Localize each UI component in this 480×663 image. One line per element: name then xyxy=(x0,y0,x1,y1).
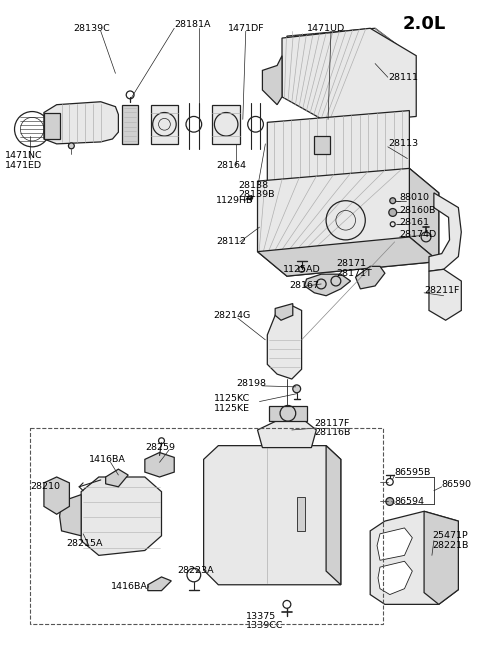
Text: 1471ED: 1471ED xyxy=(5,161,42,170)
Circle shape xyxy=(389,209,396,216)
Text: 25471P: 25471P xyxy=(432,531,468,540)
Circle shape xyxy=(69,143,74,149)
Circle shape xyxy=(421,232,431,242)
Text: 28139B: 28139B xyxy=(238,190,275,200)
Polygon shape xyxy=(60,495,81,536)
Polygon shape xyxy=(304,274,350,296)
Text: 28223A: 28223A xyxy=(177,566,214,575)
Polygon shape xyxy=(257,418,316,448)
FancyBboxPatch shape xyxy=(122,105,138,144)
Polygon shape xyxy=(267,306,301,379)
Text: 1416BA: 1416BA xyxy=(89,455,126,464)
Text: 28111: 28111 xyxy=(388,73,418,82)
Polygon shape xyxy=(377,528,412,560)
Text: 88010: 88010 xyxy=(399,193,430,202)
Polygon shape xyxy=(429,269,461,320)
FancyBboxPatch shape xyxy=(213,105,240,144)
Text: 28215A: 28215A xyxy=(66,539,103,548)
Polygon shape xyxy=(429,193,461,271)
Text: 28214G: 28214G xyxy=(214,311,251,320)
Text: 1339CC: 1339CC xyxy=(246,621,283,631)
Text: 28210: 28210 xyxy=(30,482,60,491)
Polygon shape xyxy=(378,562,412,595)
FancyBboxPatch shape xyxy=(314,136,330,154)
Text: 86595B: 86595B xyxy=(395,467,431,477)
Text: 28164: 28164 xyxy=(216,161,246,170)
Text: 1125AD: 1125AD xyxy=(283,265,321,274)
Polygon shape xyxy=(326,446,341,585)
Polygon shape xyxy=(81,477,161,556)
Text: 1471UD: 1471UD xyxy=(307,24,345,32)
FancyBboxPatch shape xyxy=(297,497,304,531)
Text: 1125KC: 1125KC xyxy=(214,394,250,403)
Text: 28171T: 28171T xyxy=(336,269,372,278)
Polygon shape xyxy=(275,304,293,320)
FancyBboxPatch shape xyxy=(44,113,60,139)
Polygon shape xyxy=(44,101,119,144)
Polygon shape xyxy=(204,446,341,585)
Circle shape xyxy=(293,385,300,392)
Text: 28160B: 28160B xyxy=(399,206,436,215)
Text: 1125KE: 1125KE xyxy=(214,404,250,413)
Polygon shape xyxy=(257,237,439,276)
Text: 28198: 28198 xyxy=(236,379,266,389)
Polygon shape xyxy=(267,111,409,183)
Text: 86594: 86594 xyxy=(395,497,425,506)
Polygon shape xyxy=(257,168,439,276)
Text: 86590: 86590 xyxy=(442,480,472,489)
Bar xyxy=(30,428,383,624)
Polygon shape xyxy=(263,56,282,105)
Text: 28167: 28167 xyxy=(289,281,319,290)
Polygon shape xyxy=(409,168,439,261)
Text: 28113: 28113 xyxy=(388,139,418,149)
Text: 2.0L: 2.0L xyxy=(402,15,446,33)
Text: 13375: 13375 xyxy=(246,612,276,621)
Text: 28139C: 28139C xyxy=(73,24,110,32)
Text: 28259: 28259 xyxy=(145,443,175,452)
Text: 1129HB: 1129HB xyxy=(216,196,254,206)
Text: 28174D: 28174D xyxy=(399,231,437,239)
Text: 28171: 28171 xyxy=(336,259,366,268)
Circle shape xyxy=(386,497,394,505)
Polygon shape xyxy=(356,267,385,289)
Text: 1471NC: 1471NC xyxy=(5,151,42,160)
Polygon shape xyxy=(145,453,174,477)
FancyBboxPatch shape xyxy=(151,105,178,144)
Text: 28211F: 28211F xyxy=(424,286,459,295)
Text: 28117F: 28117F xyxy=(314,418,350,428)
Text: 28181A: 28181A xyxy=(174,20,211,29)
Text: 1416BA: 1416BA xyxy=(110,582,147,591)
Polygon shape xyxy=(282,29,416,124)
Circle shape xyxy=(390,198,396,204)
Text: 28161: 28161 xyxy=(399,217,430,227)
Polygon shape xyxy=(424,511,458,605)
Text: 1471DF: 1471DF xyxy=(228,24,265,32)
Text: 28221B: 28221B xyxy=(432,541,468,550)
Polygon shape xyxy=(370,511,458,605)
Text: 28116B: 28116B xyxy=(314,428,351,438)
Polygon shape xyxy=(287,29,414,122)
Text: 28112: 28112 xyxy=(216,237,246,247)
Polygon shape xyxy=(106,469,128,487)
Text: 28138: 28138 xyxy=(238,180,268,190)
FancyBboxPatch shape xyxy=(269,406,307,421)
Polygon shape xyxy=(148,577,171,591)
Polygon shape xyxy=(44,477,70,514)
